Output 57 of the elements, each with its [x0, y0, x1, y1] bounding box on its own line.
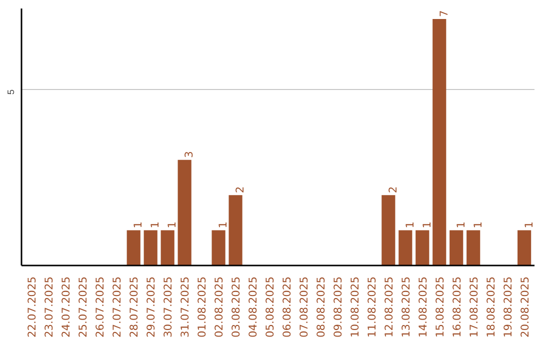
data-label: 1	[132, 222, 145, 228]
bar	[398, 230, 412, 266]
data-label: 2	[386, 186, 400, 194]
x-tick-label: 25.07.2025	[76, 276, 90, 338]
x-tick-label: 16.08.2025	[450, 276, 464, 338]
data-label: 1	[216, 222, 230, 228]
x-tick-label: 18.08.2025	[484, 276, 498, 338]
x-tick-label: 10.08.2025	[348, 276, 362, 338]
x-tick-label: 13.08.2025	[399, 276, 412, 338]
x-tick-label: 09.08.2025	[331, 276, 344, 338]
x-tick-label: 28.07.2025	[128, 276, 141, 338]
x-tick-label: 01.08.2025	[196, 276, 209, 338]
x-tick-label: 31.07.2025	[178, 276, 192, 338]
bar	[466, 230, 480, 266]
x-tick-label: 08.08.2025	[314, 276, 328, 338]
bar	[178, 160, 192, 266]
x-tick-label: 07.08.2025	[297, 276, 310, 338]
data-label: 1	[471, 222, 484, 228]
x-tick-label: 29.07.2025	[144, 276, 158, 338]
x-tick-label: 17.08.2025	[467, 276, 480, 338]
x-tick-label: 19.08.2025	[501, 276, 514, 338]
x-tick-label: 03.08.2025	[230, 276, 243, 338]
x-tick-label: 15.08.2025	[433, 276, 446, 338]
data-label: 1	[403, 222, 416, 228]
x-tick-label: 20.08.2025	[518, 276, 532, 338]
bar	[450, 230, 464, 266]
bar	[160, 230, 174, 266]
x-tick-label: 27.07.2025	[110, 276, 124, 338]
bar	[144, 230, 158, 266]
x-tick-label: 26.07.2025	[94, 276, 107, 338]
data-label: 1	[454, 222, 468, 228]
data-label: 1	[148, 222, 162, 228]
bar	[382, 195, 396, 266]
x-tick-label: 11.08.2025	[365, 276, 378, 338]
x-tick-label: 04.08.2025	[246, 276, 260, 338]
bar	[432, 19, 446, 266]
bar	[518, 230, 532, 266]
x-tick-label: 12.08.2025	[382, 276, 396, 338]
x-tick-label: 22.07.2025	[26, 276, 39, 338]
x-tick-label: 23.07.2025	[42, 276, 56, 338]
y-tick-label: 5	[6, 89, 16, 95]
x-tick-label: 02.08.2025	[212, 276, 226, 338]
data-label: 1	[420, 222, 434, 228]
bar	[212, 230, 226, 266]
bar	[228, 195, 242, 266]
data-label: 1	[166, 222, 179, 228]
x-tick-label: 05.08.2025	[264, 276, 277, 338]
x-tick-label: 06.08.2025	[280, 276, 294, 338]
x-tick-label: 30.07.2025	[162, 276, 175, 338]
bar	[126, 230, 140, 266]
x-tick-label: 24.07.2025	[60, 276, 73, 338]
data-label: 3	[182, 151, 196, 158]
data-label: 1	[522, 222, 536, 228]
x-tick-label: 14.08.2025	[416, 276, 430, 338]
data-label: 7	[437, 10, 450, 18]
bar	[416, 230, 430, 266]
data-label: 2	[234, 186, 247, 194]
